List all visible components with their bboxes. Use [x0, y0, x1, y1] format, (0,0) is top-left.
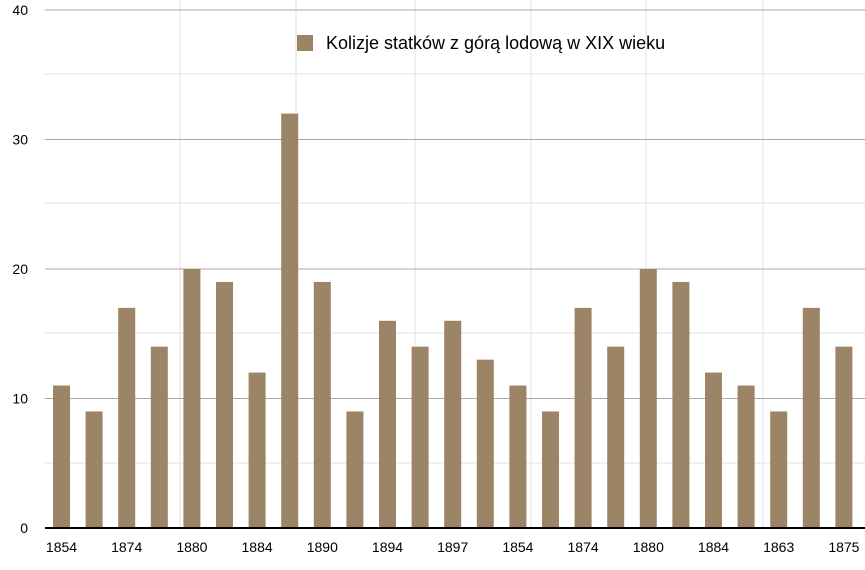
bar	[542, 411, 559, 528]
bar	[672, 281, 690, 528]
x-tick-label: 1880	[176, 539, 207, 555]
x-tick-label: 1897	[437, 539, 468, 555]
bar	[737, 385, 755, 528]
bar	[835, 346, 853, 528]
bar	[248, 372, 266, 528]
bar	[150, 346, 168, 528]
legend-label: Kolizje statków z górą lodową w XIX wiek…	[326, 33, 665, 53]
y-tick-label: 30	[12, 132, 28, 148]
x-tick-label: 1880	[633, 539, 664, 555]
bar	[346, 411, 364, 528]
x-tick-label: 1874	[111, 539, 142, 555]
x-tick-label: 1894	[372, 539, 403, 555]
bar	[574, 307, 592, 528]
bars	[53, 113, 853, 528]
bar	[411, 346, 429, 528]
bar	[53, 385, 70, 528]
bar	[379, 320, 396, 528]
legend: Kolizje statków z górą lodową w XIX wiek…	[297, 33, 665, 53]
x-axis-ticks: 1854 1874 1880 1884 1890 1894 1897 1854 1874 1880…	[46, 539, 860, 555]
y-tick-label: 40	[12, 2, 28, 18]
gridlines	[45, 9, 865, 399]
x-tick-label: 1890	[307, 539, 338, 555]
bar	[705, 372, 722, 528]
bar	[444, 320, 462, 528]
bar	[770, 411, 788, 528]
x-tick-label: 1884	[242, 539, 273, 555]
bar	[183, 269, 201, 528]
x-tick-label: 1874	[568, 539, 599, 555]
bar	[85, 411, 103, 528]
x-tick-label: 1863	[763, 539, 794, 555]
y-axis-ticks: 0 10 20 30 40	[12, 2, 28, 536]
bar	[313, 281, 331, 528]
x-tick-label: 1854	[46, 539, 77, 555]
bar	[509, 385, 527, 528]
x-tick-label: 1854	[502, 539, 533, 555]
y-tick-label: 0	[20, 520, 28, 536]
bar	[281, 113, 299, 528]
y-tick-label: 20	[12, 261, 28, 277]
x-tick-label: 1875	[828, 539, 859, 555]
bar	[607, 346, 625, 528]
bar	[476, 359, 494, 528]
bar	[216, 281, 233, 528]
bar	[802, 307, 820, 528]
x-tick-label: 1884	[698, 539, 729, 555]
bar	[118, 307, 136, 528]
bar	[639, 269, 657, 528]
y-tick-label: 10	[12, 391, 28, 407]
legend-swatch	[297, 35, 313, 51]
